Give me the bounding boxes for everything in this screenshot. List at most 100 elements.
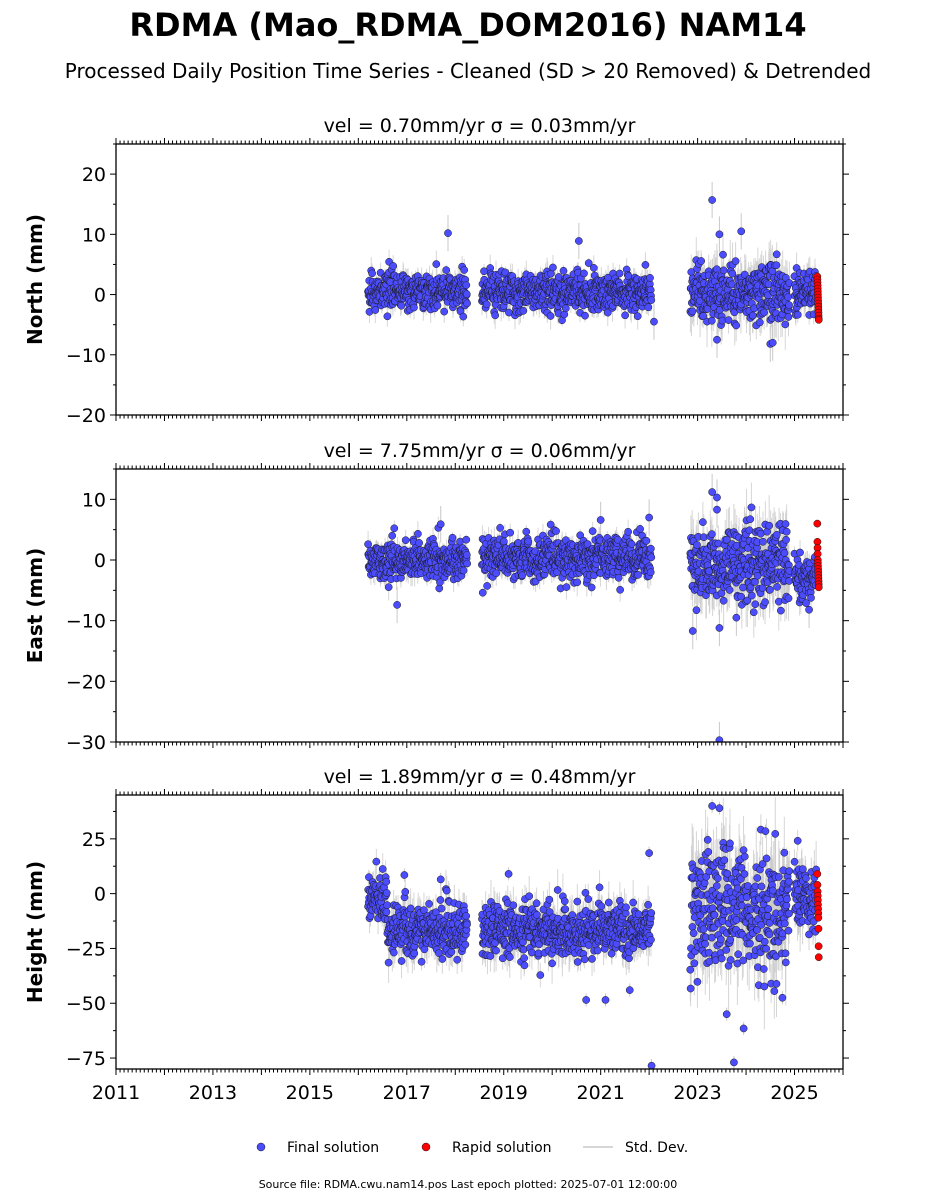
final-solution-point xyxy=(442,266,451,274)
final-solution-point xyxy=(772,261,781,270)
x-axis xyxy=(115,138,844,421)
final-solution-point xyxy=(708,196,716,204)
final-solution-point xyxy=(491,311,500,320)
final-solution-point xyxy=(724,316,733,324)
final-solution-point xyxy=(603,308,612,317)
panel-north: −20 −10 0 10 20 vel = 0.70mm/yr σ = 0.03mm/yr… xyxy=(23,115,849,427)
final-solution-point xyxy=(397,301,406,310)
final-solution-point xyxy=(371,306,380,314)
final-solution-point xyxy=(415,539,423,547)
y-tick-label: −10 xyxy=(66,345,106,367)
final-solution-point xyxy=(462,535,471,544)
final-solution-point xyxy=(781,320,790,329)
final-solution-point xyxy=(546,312,555,320)
y-axis-label: North (mm) xyxy=(23,214,47,345)
figure-subtitle: Processed Daily Position Time Series - C… xyxy=(65,59,871,83)
final-solution-point xyxy=(414,529,422,538)
panel-title: vel = 0.70mm/yr σ = 0.03mm/yr xyxy=(324,115,636,137)
final-solution-point xyxy=(482,300,491,309)
final-solution-point xyxy=(401,536,410,545)
final-solution-point xyxy=(575,237,583,245)
final-solution-point xyxy=(559,266,568,275)
final-solution-point xyxy=(519,306,528,315)
final-solution-point xyxy=(793,310,802,319)
final-solution-point xyxy=(728,269,737,278)
final-solution-point xyxy=(641,261,650,269)
final-solution-point xyxy=(384,583,393,592)
final-solution-point xyxy=(383,312,392,321)
final-solution-point xyxy=(719,250,727,259)
final-solution-point xyxy=(688,307,697,316)
final-solution-point xyxy=(732,321,741,330)
final-solution-point xyxy=(436,578,444,587)
final-solution-point xyxy=(615,269,624,278)
final-solution-point xyxy=(713,335,721,344)
final-solution-point xyxy=(496,524,504,532)
final-solution-point xyxy=(633,312,642,321)
y-axis: −20 −10 0 10 20 xyxy=(66,143,849,427)
panels: −20 −10 0 10 20 vel = 0.70mm/yr σ = 0.03mm/yr… xyxy=(23,115,849,1104)
final-solution-point xyxy=(731,257,740,265)
final-solution-point xyxy=(388,531,397,540)
final-solution-point xyxy=(584,259,593,267)
final-solution-point xyxy=(549,263,557,272)
final-solution-point xyxy=(755,318,764,327)
final-solution-point xyxy=(719,266,728,275)
final-solution-point xyxy=(707,316,716,325)
y-tick-label: −20 xyxy=(66,405,106,427)
final-solution-point xyxy=(462,551,471,559)
final-solution-point xyxy=(644,303,653,312)
final-solution-points xyxy=(364,196,820,348)
final-solution-point xyxy=(784,293,792,302)
final-solution-point xyxy=(650,317,658,326)
final-solution-point xyxy=(444,229,452,237)
final-solution-point xyxy=(580,269,588,278)
final-solution-point xyxy=(589,264,598,272)
final-solution-point xyxy=(697,257,706,265)
final-solution-point xyxy=(646,274,654,282)
panel-data-north xyxy=(364,181,823,363)
final-solution-point xyxy=(389,262,398,270)
final-solution-point xyxy=(390,524,399,533)
final-solution-point xyxy=(785,301,793,309)
final-solution-point xyxy=(462,290,471,298)
final-solution-point xyxy=(463,559,471,568)
y-tick-label: 10 xyxy=(82,224,106,246)
final-solution-point xyxy=(364,540,372,549)
final-solution-point xyxy=(715,230,724,239)
rapid-solution-points xyxy=(813,272,823,324)
final-solution-point xyxy=(492,569,501,578)
final-solution-point xyxy=(647,296,656,304)
final-solution-point xyxy=(760,308,768,317)
final-solution-point xyxy=(460,266,469,274)
final-solution-point xyxy=(768,338,777,347)
final-solution-point xyxy=(506,528,515,537)
y-tick-label: 20 xyxy=(82,164,106,186)
final-solution-point xyxy=(463,299,471,308)
final-solution-point xyxy=(522,527,531,536)
final-solution-point xyxy=(524,537,533,546)
final-solution-point xyxy=(718,316,727,325)
final-solution-point xyxy=(433,301,442,310)
final-solution-point xyxy=(737,227,746,236)
final-solution-point xyxy=(749,311,757,320)
final-solution-point xyxy=(621,311,629,320)
final-solution-point xyxy=(368,269,376,278)
final-solution-point xyxy=(440,307,449,316)
final-solution-point xyxy=(459,312,468,321)
final-solution-point xyxy=(462,281,471,289)
final-solution-point xyxy=(740,270,749,279)
figure-title: RDMA (Mao_RDMA_DOM2016) NAM14 xyxy=(129,6,806,44)
final-solution-point xyxy=(448,533,457,542)
final-solution-points xyxy=(364,488,820,742)
final-solution-point xyxy=(500,537,508,546)
final-solution-point xyxy=(772,250,781,259)
final-solution-point xyxy=(483,582,491,590)
final-solution-point xyxy=(561,304,570,313)
y-tick-label: 0 xyxy=(94,285,106,307)
final-solution-point xyxy=(699,312,708,320)
final-solution-point xyxy=(478,588,487,597)
rapid-solution-point xyxy=(814,315,823,324)
